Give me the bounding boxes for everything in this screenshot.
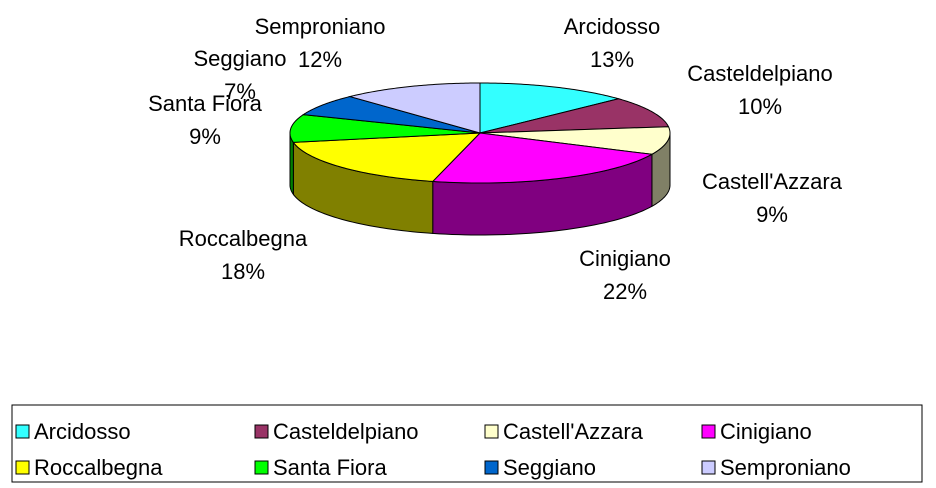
slice-value-label: 12% (298, 47, 342, 72)
legend-box (11, 404, 923, 483)
legend-label: Seggiano (503, 455, 596, 480)
slice (301, 96, 481, 134)
legend-swatch (701, 460, 716, 475)
legend-swatch (254, 424, 269, 439)
legend-label: Santa Fiora (273, 455, 387, 480)
legend-label: Cinigiano (720, 419, 812, 444)
legend-label: Castell'Azzara (503, 419, 644, 444)
legend-label: Arcidosso (34, 419, 131, 444)
slice-label: Seggiano (194, 46, 287, 71)
legend-label: Semproniano (720, 455, 851, 480)
slice-label: Castell'Azzara (702, 169, 843, 194)
slice-value-label: 13% (590, 47, 634, 72)
legend-swatch (484, 460, 499, 475)
legend-swatch (701, 424, 716, 439)
slice-label: Arcidosso (564, 14, 661, 39)
legend-swatch (15, 460, 30, 475)
legend-swatch (484, 424, 499, 439)
slice-value-label: 22% (603, 279, 647, 304)
slice (347, 82, 481, 134)
slice-value-label: 9% (189, 124, 221, 149)
slice (292, 132, 482, 182)
legend-label: Casteldelpiano (273, 419, 419, 444)
slice-label: Semproniano (255, 14, 386, 39)
slice (289, 114, 481, 143)
slice-value-label: 7% (224, 79, 256, 104)
slice (479, 98, 670, 134)
slice (431, 132, 654, 184)
legend-label: Roccalbegna (34, 455, 163, 480)
legend-swatch (15, 424, 30, 439)
slice-label: Casteldelpiano (687, 61, 833, 86)
slice-value-label: 18% (221, 259, 265, 284)
slice-label: Cinigiano (579, 246, 671, 271)
slice (479, 82, 621, 134)
slice-label: Roccalbegna (179, 226, 308, 251)
slice-label: Santa Fiora (148, 91, 262, 116)
slice (479, 126, 671, 155)
legend-swatch (254, 460, 269, 475)
slice-value-label: 9% (756, 202, 788, 227)
slice-value-label: 10% (738, 94, 782, 119)
